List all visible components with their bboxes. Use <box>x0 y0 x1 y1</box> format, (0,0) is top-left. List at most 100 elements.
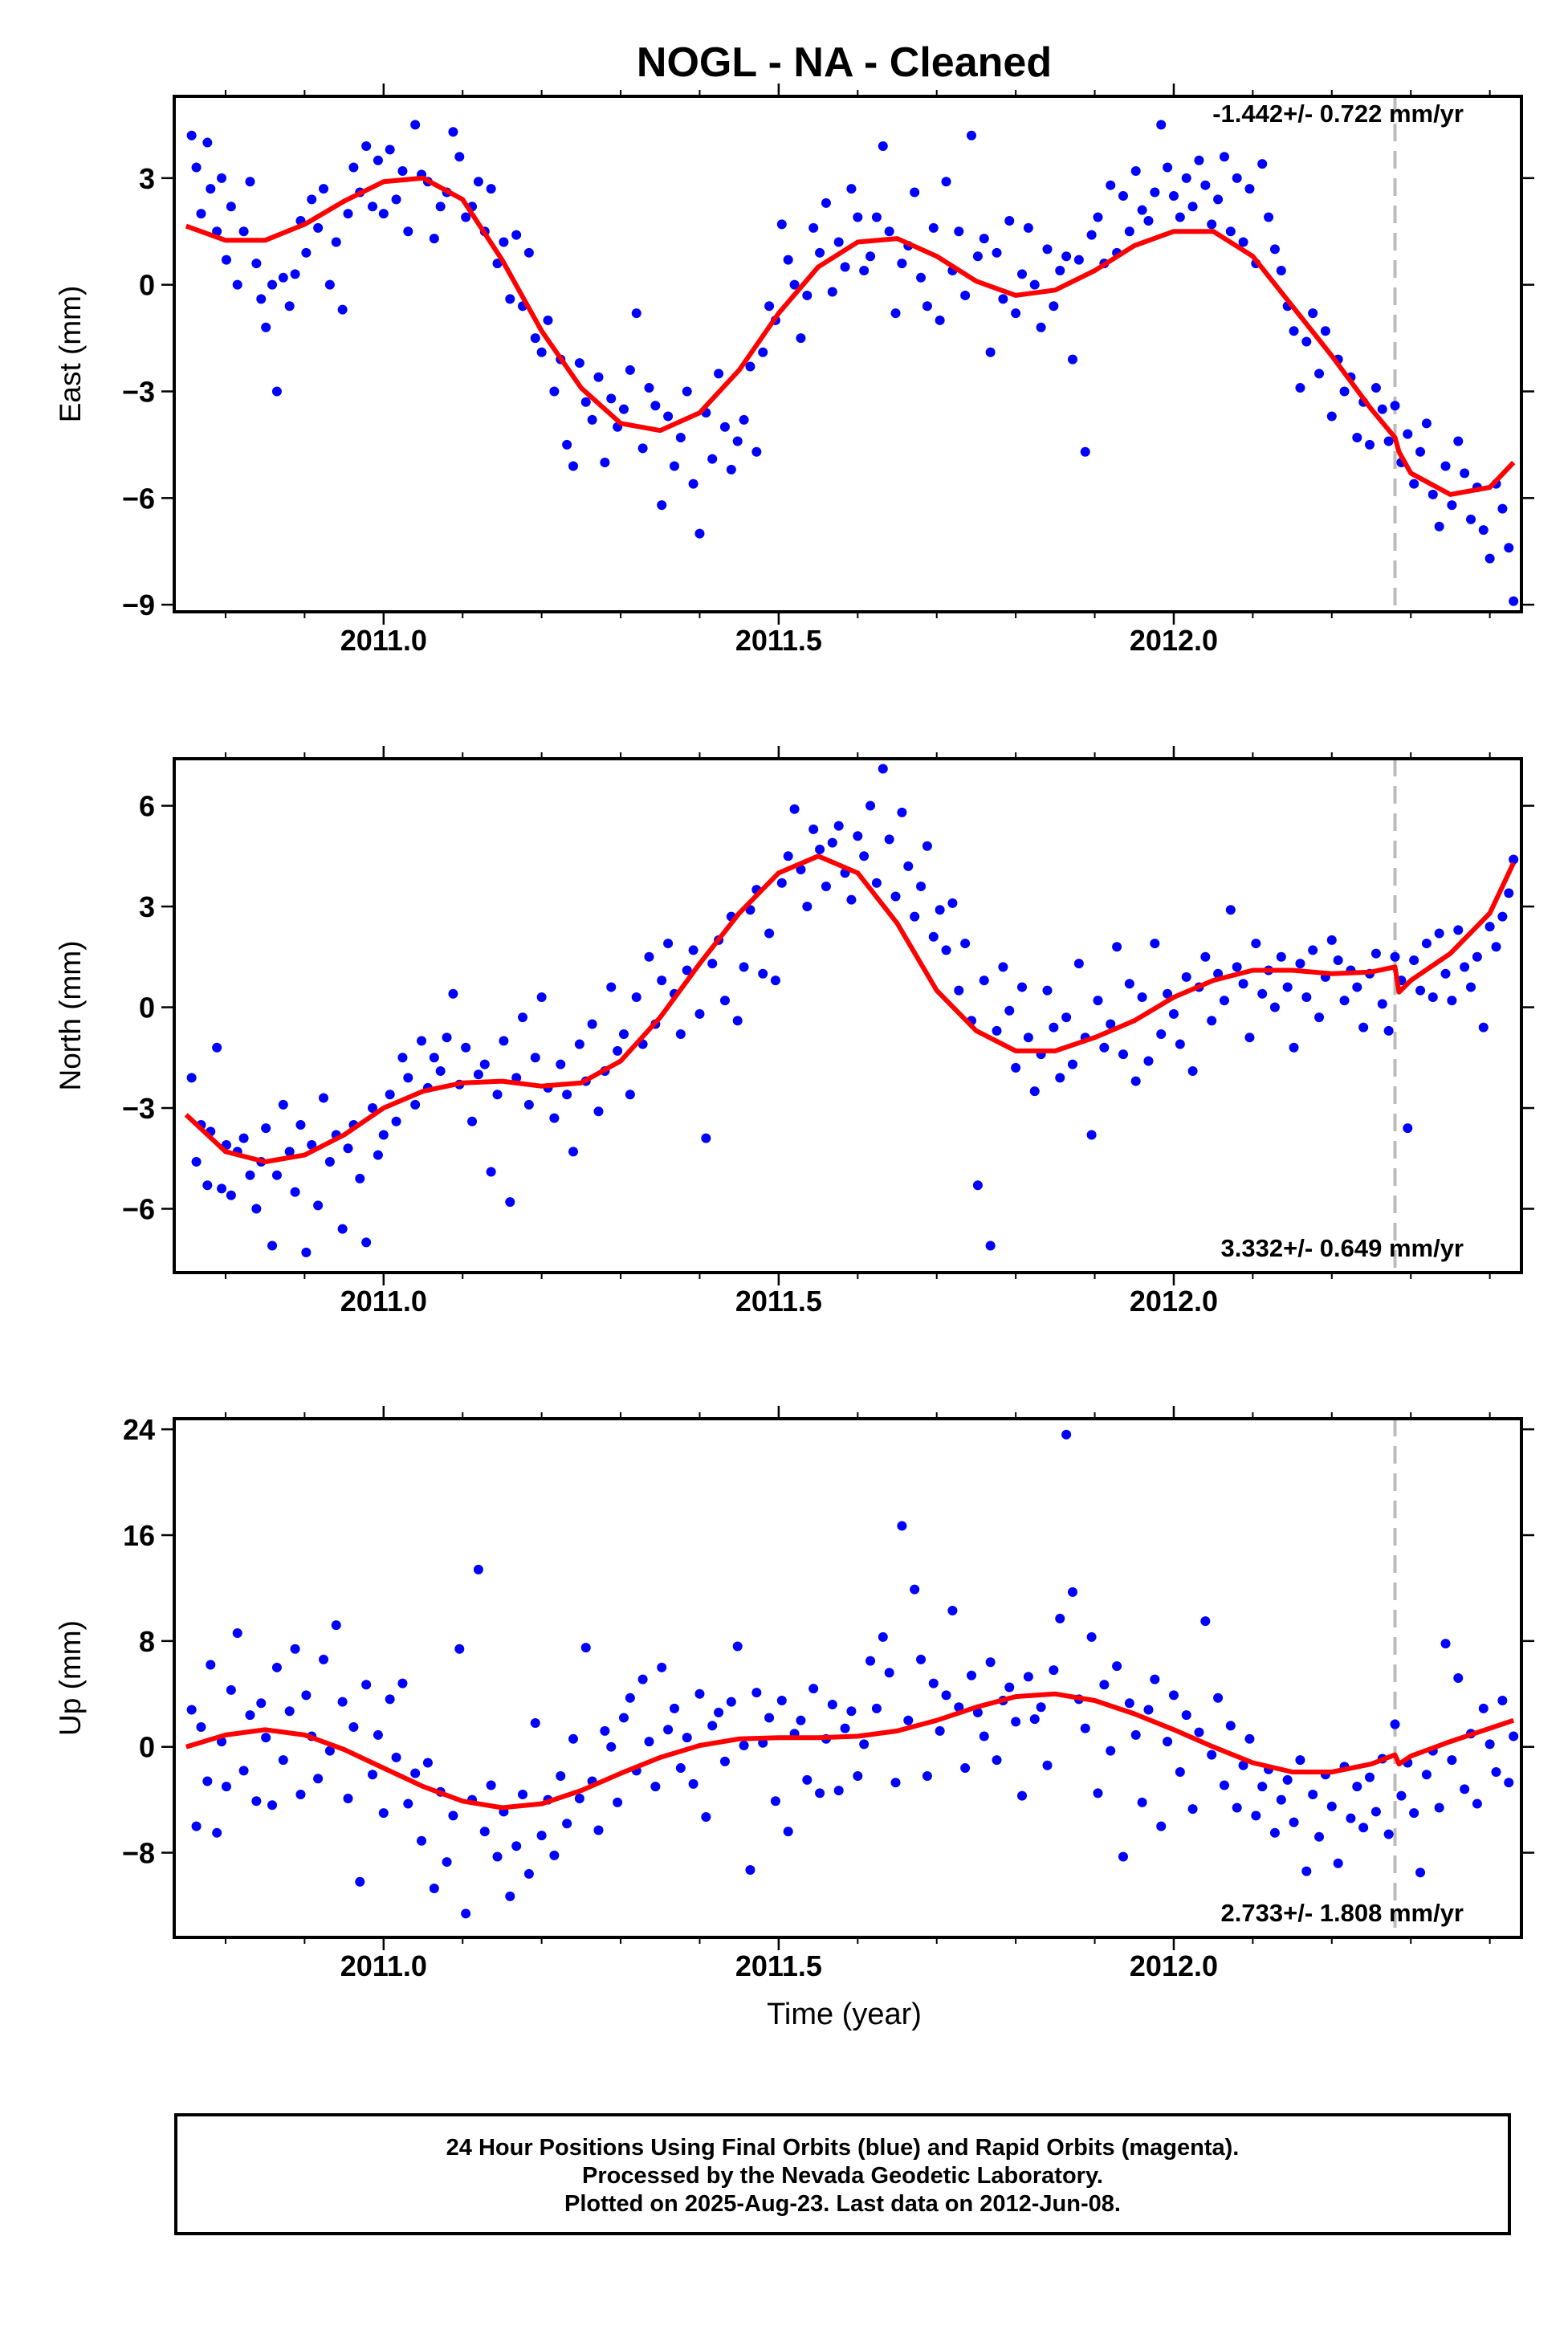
data-point <box>884 226 894 237</box>
data-point <box>397 165 408 176</box>
data-point <box>238 1133 249 1143</box>
data-point <box>764 1713 775 1723</box>
data-point <box>536 1831 547 1841</box>
data-point <box>1137 992 1147 1002</box>
data-point <box>373 1729 383 1740</box>
data-point <box>878 141 888 151</box>
data-point <box>675 433 686 443</box>
data-point <box>410 1768 421 1778</box>
data-point <box>1504 1778 1514 1788</box>
data-point <box>707 959 718 969</box>
data-point <box>373 155 383 165</box>
data-point <box>1080 1723 1090 1733</box>
data-point <box>435 202 446 212</box>
data-point <box>631 308 641 319</box>
data-point <box>1339 996 1350 1006</box>
data-point <box>694 1008 705 1019</box>
data-point <box>295 1790 306 1800</box>
data-point <box>1232 962 1242 972</box>
data-point <box>897 1521 907 1531</box>
data-point <box>960 939 971 949</box>
data-point <box>278 1755 288 1766</box>
data-point <box>593 1106 604 1117</box>
data-point <box>492 1090 503 1100</box>
data-point <box>1175 1767 1185 1778</box>
data-point <box>256 294 267 304</box>
data-point <box>859 1739 870 1750</box>
data-point <box>972 1180 983 1191</box>
data-point <box>1049 1022 1059 1033</box>
data-point <box>245 1170 255 1180</box>
data-point <box>422 1758 433 1768</box>
data-point <box>1440 1639 1451 1649</box>
data-point <box>1276 1794 1286 1805</box>
data-point <box>1168 1008 1179 1019</box>
y-tick-label: 8 <box>139 1625 155 1658</box>
data-point <box>840 1723 850 1733</box>
data-point <box>378 1808 389 1819</box>
data-point <box>884 834 894 845</box>
data-point <box>1055 1073 1065 1083</box>
data-point <box>1421 418 1432 429</box>
data-point <box>212 1042 222 1053</box>
y-tick-label: −9 <box>122 589 155 621</box>
data-point <box>1219 152 1229 162</box>
data-point <box>1150 187 1160 198</box>
data-point <box>1156 120 1167 130</box>
data-point <box>675 1763 686 1774</box>
data-point <box>739 414 749 425</box>
data-point <box>1067 1587 1077 1597</box>
data-point <box>1017 269 1028 279</box>
data-point <box>499 237 509 247</box>
data-point <box>549 1113 560 1123</box>
data-point <box>1460 468 1470 479</box>
data-point <box>954 1702 964 1713</box>
data-point <box>808 1684 819 1694</box>
data-point <box>650 1782 661 1792</box>
data-point <box>941 177 951 187</box>
data-point <box>251 1796 262 1807</box>
data-point <box>1269 1827 1280 1838</box>
plot-area <box>185 96 1519 612</box>
data-point <box>492 259 503 269</box>
data-point <box>910 911 920 922</box>
data-point <box>1370 1807 1381 1817</box>
data-point <box>890 891 901 902</box>
data-point <box>600 458 610 468</box>
chart-north: 2011.0 2011.5 2012.0 6 3 0 −3 −6 North (mm) 3.332… <box>54 746 1534 1318</box>
data-point <box>1509 1731 1519 1741</box>
data-point <box>343 209 353 219</box>
data-point <box>764 301 775 312</box>
data-point <box>1118 190 1128 201</box>
data-point <box>606 393 617 404</box>
data-point <box>613 1797 623 1807</box>
data-point <box>1181 972 1191 982</box>
data-point <box>796 333 806 344</box>
data-point <box>707 454 718 464</box>
y-tick-label: −3 <box>122 1092 155 1125</box>
data-point <box>492 1851 503 1862</box>
data-point <box>284 301 295 312</box>
data-point <box>238 226 249 237</box>
y-tick-label: −6 <box>122 482 155 515</box>
data-point <box>232 279 242 290</box>
data-point <box>1150 1674 1160 1684</box>
page-title: NOGL - NA - Cleaned <box>636 39 1053 86</box>
data-point <box>719 1756 730 1766</box>
data-point <box>1029 279 1040 290</box>
data-point <box>1289 1817 1299 1827</box>
data-point <box>1207 1750 1217 1760</box>
data-point <box>922 301 932 312</box>
data-point <box>1181 173 1191 183</box>
data-point <box>442 1033 452 1043</box>
data-point <box>319 184 329 194</box>
data-point <box>1365 439 1375 450</box>
data-point <box>1308 308 1318 319</box>
data-point <box>714 369 724 379</box>
data-point <box>410 120 421 130</box>
data-point <box>448 988 458 999</box>
data-point <box>897 259 907 269</box>
data-point <box>290 1644 300 1654</box>
data-point <box>1163 988 1173 999</box>
data-point <box>1099 1042 1110 1053</box>
